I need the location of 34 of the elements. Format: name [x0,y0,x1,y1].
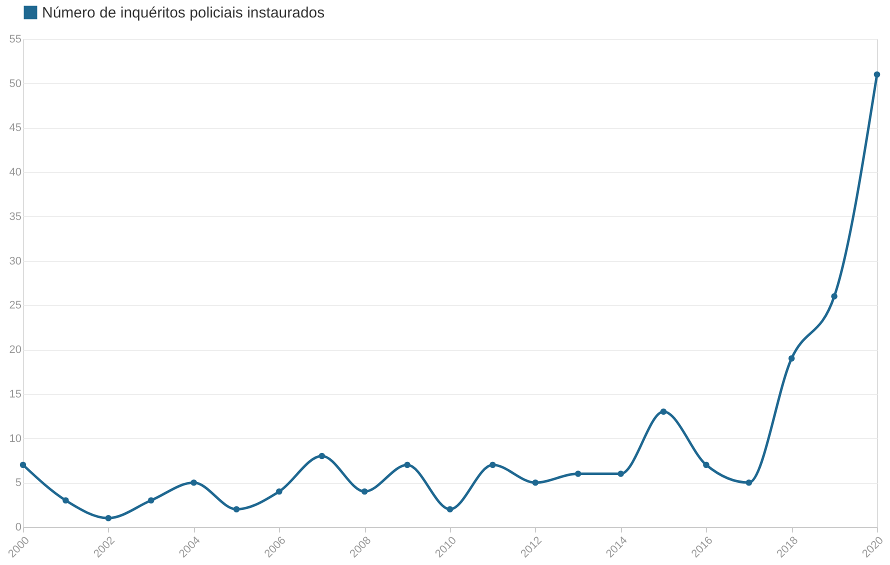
y-tick-label: 0 [15,522,22,534]
y-tick-label: 5 [15,477,22,490]
point [446,506,454,512]
point [105,514,112,522]
y-tick-label: 25 [9,300,22,312]
point [148,497,154,504]
point [532,479,539,486]
point [276,488,282,495]
y-tick-label: 50 [9,78,22,90]
y-tick-label: 45 [9,122,22,134]
point [233,506,240,512]
point [574,470,582,477]
y-tick-label: 20 [9,344,22,356]
legend-label: Número de inquéritos policiais instaurados [42,4,325,22]
y-tick-label: 40 [9,166,22,179]
y-tick-label: 55 [9,34,22,46]
point [318,452,326,460]
point [618,470,624,477]
point [660,408,667,415]
y-tick-label: 30 [9,255,22,268]
point [788,355,795,362]
y-tick-label: 35 [9,210,22,223]
point [874,71,880,78]
y-tick-label: 15 [9,388,22,400]
point [62,497,69,504]
point [20,462,26,468]
point [404,462,410,468]
point [490,462,496,468]
point [831,293,838,300]
point [703,462,710,468]
point [361,488,368,495]
point [190,479,197,486]
point [746,479,752,486]
y-tick-label: 10 [9,432,22,445]
